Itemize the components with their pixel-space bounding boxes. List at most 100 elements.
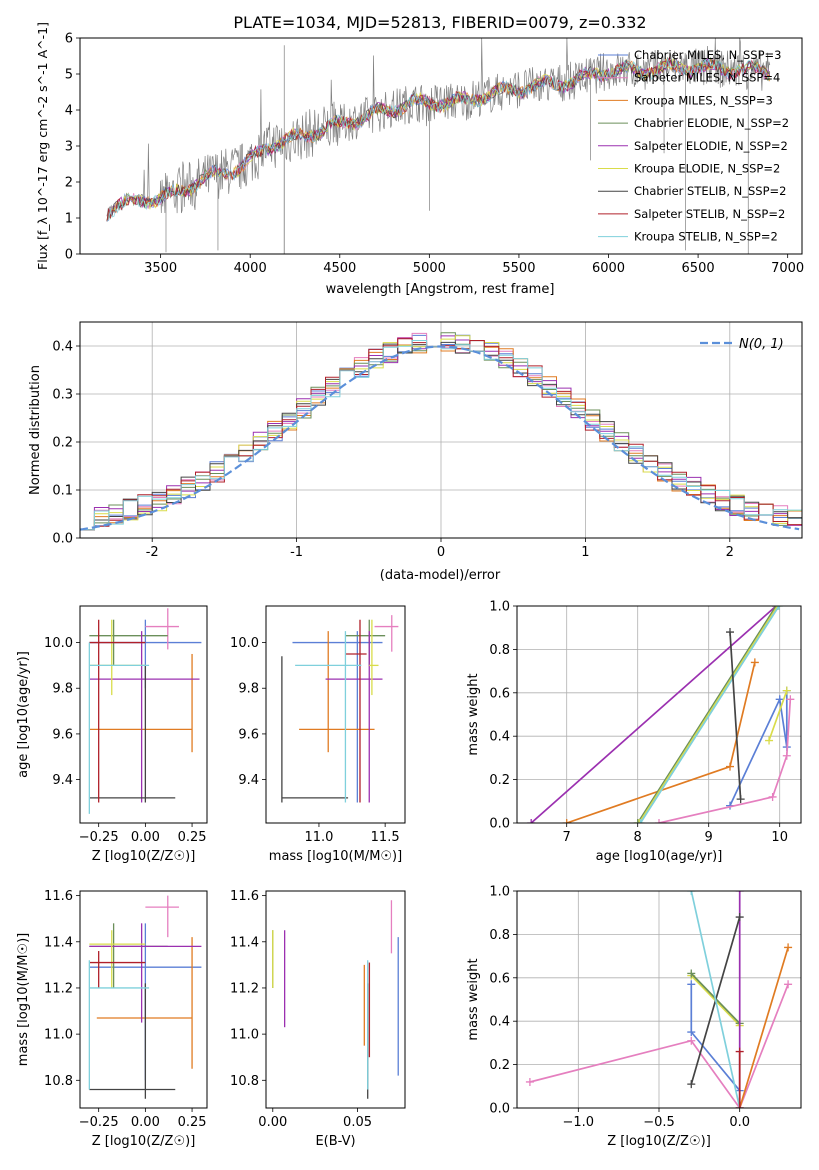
y-tick-label: 0.8 [489,643,510,658]
x-tick-label: 0.00 [131,1115,160,1130]
plot-area [80,332,802,531]
legend-entry: Kroupa ELODIE, N_SSP=2 [634,162,780,176]
axes-frame [79,605,208,824]
y-axis-label: mass weight [466,958,481,1040]
x-tick-label: 3500 [144,261,177,276]
x-tick-label: −0.25 [79,1115,119,1130]
point-marker [527,819,536,823]
legend-entry: Salpeter ELODIE, N_SSP=2 [634,139,788,153]
histogram-step [80,341,802,531]
point-marker [735,1047,744,1056]
y-axis-label: Flux [f_λ 10^-17 erg cm^-2 s^-1 A^-1] [35,22,50,270]
x-axis-label: Z [log10(Z/Z☉)] [92,849,196,864]
x-tick-label: 0.25 [178,1115,207,1130]
point-marker [765,736,774,745]
mass-weight-line [636,606,777,823]
point-marker [562,819,571,823]
panels: 3500 4000 4500 5000 5500 6000 6500 7000 0 1 2 3 4 5 6 C… [16,22,804,1149]
y-tick-label: 1.0 [489,600,510,615]
errorbar-point [89,983,176,1099]
x-tick-label: 6000 [592,261,625,276]
point-marker [636,819,645,823]
panel-mass_vs_Z: −0.25 0.00 0.25 10.8 11.0 11.2 11.4 11.6 Z [log1… [16,889,208,1149]
errorbar-point [299,631,375,753]
mass-weight-line [729,690,788,806]
y-tick-label: 1.0 [489,885,510,900]
axes-frame [516,890,802,1109]
point-marker [735,891,744,895]
x-tick-label: -2 [146,545,159,560]
y-axis-label: Normed distribution [28,365,43,495]
mass-weight-line [658,699,792,823]
errorbar-point [145,895,179,938]
x-tick-label: 0.05 [343,1115,372,1130]
x-axis-label: E(B-V) [315,1134,355,1149]
y-tick-label: 9.6 [238,727,259,742]
y-tick-label: 0.0 [489,1102,510,1117]
point-marker [750,658,759,667]
mass-weight-line [638,606,779,823]
plot-area [527,606,795,823]
errorbar-point [374,615,399,652]
x-tick-label: 0.00 [131,830,160,845]
x-tick-label: 6500 [682,261,715,276]
x-tick-label: 0.0 [729,1115,750,1130]
x-tick-label: 0 [437,545,445,560]
model-line [106,57,771,222]
plot-area [88,608,202,814]
errorbar-point [145,608,179,650]
legend-entry: Chabrier ELODIE, N_SSP=2 [634,116,789,130]
point-marker [687,1080,696,1089]
mass-weight-line [529,983,789,1108]
point-marker [525,1077,534,1086]
plot-area [281,615,399,803]
y-tick-label: 9.4 [52,773,73,788]
point-marker [735,1104,744,1108]
x-tick-label: 5000 [413,261,446,276]
y-tick-label: 0.4 [489,730,510,745]
plot-area [525,891,793,1108]
axes-frame [79,321,803,539]
x-axis-label: Z [log10(Z/Z☉)] [92,1134,196,1149]
y-tick-label: 9.4 [238,773,259,788]
y-axis-label: age [log10(age/yr)] [16,651,31,778]
errorbar-point [89,619,146,696]
x-tick-label: 7000 [771,261,804,276]
errorbar-point [89,923,202,1023]
point-marker [687,980,696,989]
point-marker [784,943,793,952]
legend-entry: Chabrier MILES, N_SSP=3 [634,48,781,62]
x-tick-label: −0.25 [79,830,119,845]
y-tick-label: 0 [65,248,73,263]
errorbar-point [89,619,146,803]
legend-entry: Salpeter MILES, N_SSP=4 [634,71,780,85]
y-tick-label: 11.4 [230,935,259,950]
plot-area [88,895,202,1099]
panel-spectrum: 3500 4000 4500 5000 5500 6000 6500 7000 0 1 2 3 4 5 6 C… [35,22,804,297]
legend-entry: Salpeter STELIB, N_SSP=2 [634,207,785,221]
errorbar-point [345,619,367,803]
axes-frame [516,605,802,824]
axes-frame [265,890,406,1109]
y-tick-label: 0.8 [489,928,510,943]
x-tick-label: 4500 [323,261,356,276]
errorbar-point [89,951,146,988]
errorbar-point [369,619,379,696]
grid [517,890,801,1109]
mass-weight-line [639,606,780,823]
y-tick-label: 0.0 [52,532,73,547]
y-tick-label: 0.0 [489,817,510,832]
point-marker [782,751,791,760]
y-tick-label: 5 [65,68,73,83]
axes-frame [79,37,803,255]
y-tick-label: 11.2 [44,981,73,996]
x-axis-label: age [log10(age/yr)] [596,849,723,864]
x-tick-label: 11.0 [304,830,333,845]
x-tick-label: 0.00 [258,1115,287,1130]
errorbar-point [292,631,383,803]
y-tick-label: 10.0 [44,636,73,651]
mass-weight-line [768,690,788,741]
errorbar-point [325,631,383,803]
legend-entry: Kroupa STELIB, N_SSP=2 [634,230,778,244]
